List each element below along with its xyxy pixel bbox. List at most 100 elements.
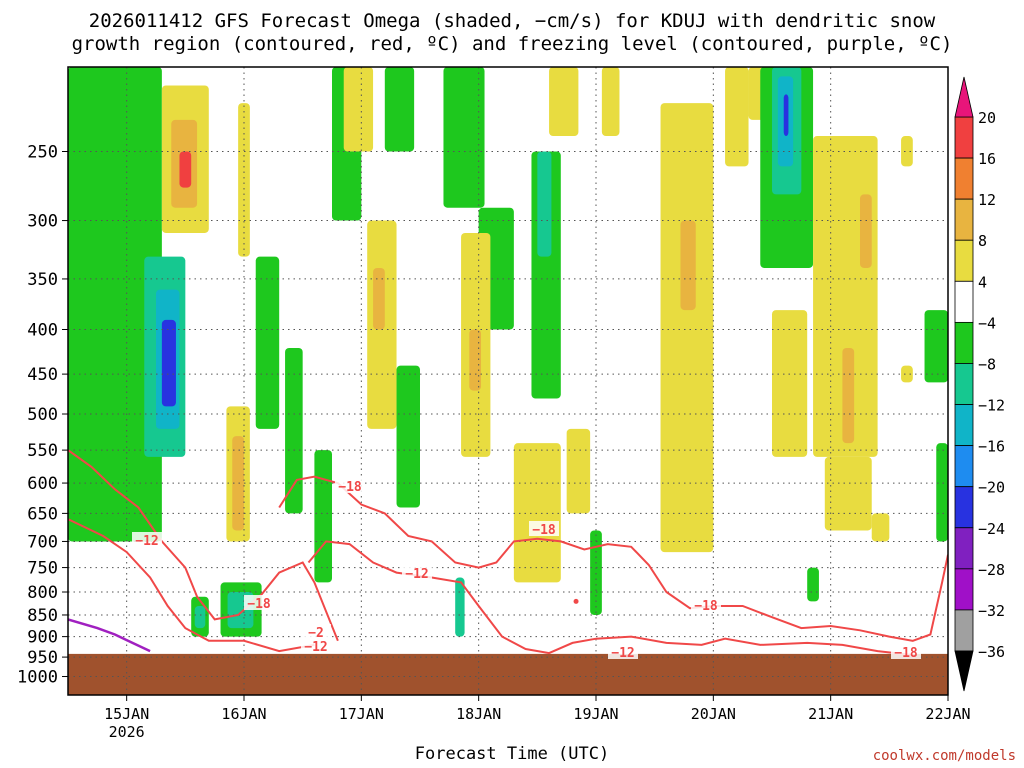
y-tick-label: 650 xyxy=(27,504,58,524)
colorbar-band xyxy=(954,116,974,159)
contour-label: −12 xyxy=(405,567,428,582)
colorbar-tick-label: −24 xyxy=(978,520,1005,538)
y-tick-label: 400 xyxy=(27,321,58,341)
omega-region-green xyxy=(285,347,303,514)
omega-region-yellow xyxy=(901,136,913,167)
omega-region-teal xyxy=(194,605,206,629)
freezing-level-line xyxy=(68,618,151,653)
colorbar-band xyxy=(954,568,974,611)
colorbar-band xyxy=(954,363,974,405)
colorbar-tick-label: 8 xyxy=(978,232,987,250)
omega-region-green xyxy=(590,530,602,615)
contour-label: −18 xyxy=(694,599,718,614)
y-tick-label: 300 xyxy=(27,212,58,232)
omega-region-yellow xyxy=(871,513,890,542)
x-tick-label: 18JAN xyxy=(456,705,501,723)
colorbar-band xyxy=(954,157,974,200)
omega-region-green xyxy=(396,365,420,508)
y-tick-label: 950 xyxy=(27,648,58,668)
omega-region-yellow xyxy=(725,67,749,167)
omega-region-yellow xyxy=(343,67,374,152)
omega-region-orange xyxy=(860,194,872,268)
contour-label: −18 xyxy=(894,646,918,661)
y-tick-label: 1000 xyxy=(17,668,58,688)
contour-label: −18 xyxy=(532,523,556,538)
dgz-contour-line xyxy=(68,449,339,642)
y-tick-label: 750 xyxy=(27,559,58,579)
x-tick-label: 17JAN xyxy=(339,705,384,723)
y-tick-label: 800 xyxy=(27,583,58,603)
omega-region-yellow xyxy=(513,443,561,583)
axes: 2503003504004505005506006507007508008509… xyxy=(17,66,971,741)
y-tick-label: 700 xyxy=(27,532,58,552)
y-tick-label: 850 xyxy=(27,606,58,626)
colorbar-band xyxy=(954,280,974,323)
y-tick-label: 250 xyxy=(27,143,58,163)
contour-label-bg xyxy=(132,532,162,547)
omega-region-yellow xyxy=(566,428,591,514)
colorbar-tick-label: 12 xyxy=(978,191,996,209)
omega-region-red xyxy=(179,151,192,188)
colorbar-tick-label: −16 xyxy=(978,438,1005,456)
colorbar-tick-label: −32 xyxy=(978,602,1005,620)
x-tick-label: 16JAN xyxy=(221,705,266,723)
contour-label: −12 xyxy=(135,534,158,549)
x-tick-label: 22JAN xyxy=(925,705,970,723)
x-tick-label: 20JAN xyxy=(691,705,736,723)
contour-label: −18 xyxy=(338,480,362,495)
omega-region-orange xyxy=(842,347,855,444)
omega-region-yellow xyxy=(238,103,250,257)
omega-region-orange xyxy=(469,329,482,391)
omega-region-yellow xyxy=(660,103,714,553)
omega-region-green xyxy=(255,256,280,429)
dgz-contour-line xyxy=(68,518,315,653)
omega-region-blue xyxy=(161,319,176,407)
y-tick-label: 450 xyxy=(27,365,58,385)
chart-title-line2: growth region (contoured, red, ºC) and f… xyxy=(71,33,953,55)
colorbar-tick-label: 20 xyxy=(978,109,996,127)
omega-region-yellow xyxy=(772,310,808,457)
contour-label-bg xyxy=(608,644,638,659)
colorbar-top-arrow xyxy=(954,76,974,118)
contour-label: −12 xyxy=(304,640,327,655)
contour-label-bg xyxy=(891,644,921,659)
colorbar-tick-label: −20 xyxy=(978,479,1005,497)
dgz-contour-dot xyxy=(573,598,579,604)
omega-region-orange xyxy=(232,436,244,531)
credit-link[interactable]: coolwx.com/models xyxy=(872,748,1016,764)
omega-region-teal xyxy=(455,577,465,637)
y-tick-label: 900 xyxy=(27,628,58,648)
omega-region-green xyxy=(443,67,485,208)
omega-region-green xyxy=(807,567,819,602)
omega-region-blue xyxy=(783,94,789,137)
colorbar-band xyxy=(954,445,974,488)
omega-region-yellow xyxy=(901,365,913,383)
x-tick-label: 15JAN xyxy=(104,705,149,723)
contour-label-bg xyxy=(529,521,559,536)
colorbar-tick-label: −8 xyxy=(978,355,996,373)
plot-frame xyxy=(67,66,949,696)
omega-region-green xyxy=(936,443,948,542)
omega-shading xyxy=(68,67,948,637)
omega-region-green xyxy=(924,310,948,383)
colorbar-tick-label: 4 xyxy=(978,273,987,291)
contour-label-bg xyxy=(244,595,274,610)
dgz-contour-line xyxy=(307,540,913,657)
contour-label-bg xyxy=(301,624,331,639)
x-year-label: 2026 xyxy=(109,723,145,741)
contour-label: −12 xyxy=(611,646,634,661)
omega-region-teal xyxy=(537,151,552,257)
x-tick-label: 19JAN xyxy=(573,705,618,723)
x-tick-label: 21JAN xyxy=(808,705,853,723)
contour-label: −2 xyxy=(308,626,324,641)
contour-label: −18 xyxy=(247,597,271,612)
omega-region-orange xyxy=(680,220,696,311)
colorbar-band xyxy=(954,321,974,364)
colorbar-band xyxy=(954,404,974,447)
x-axis-title: Forecast Time (UTC) xyxy=(414,744,610,764)
omega-region-yellow xyxy=(601,67,620,137)
contour-label-bg xyxy=(335,478,365,493)
y-tick-label: 350 xyxy=(27,270,58,290)
colorbar-tick-label: −36 xyxy=(978,643,1005,661)
